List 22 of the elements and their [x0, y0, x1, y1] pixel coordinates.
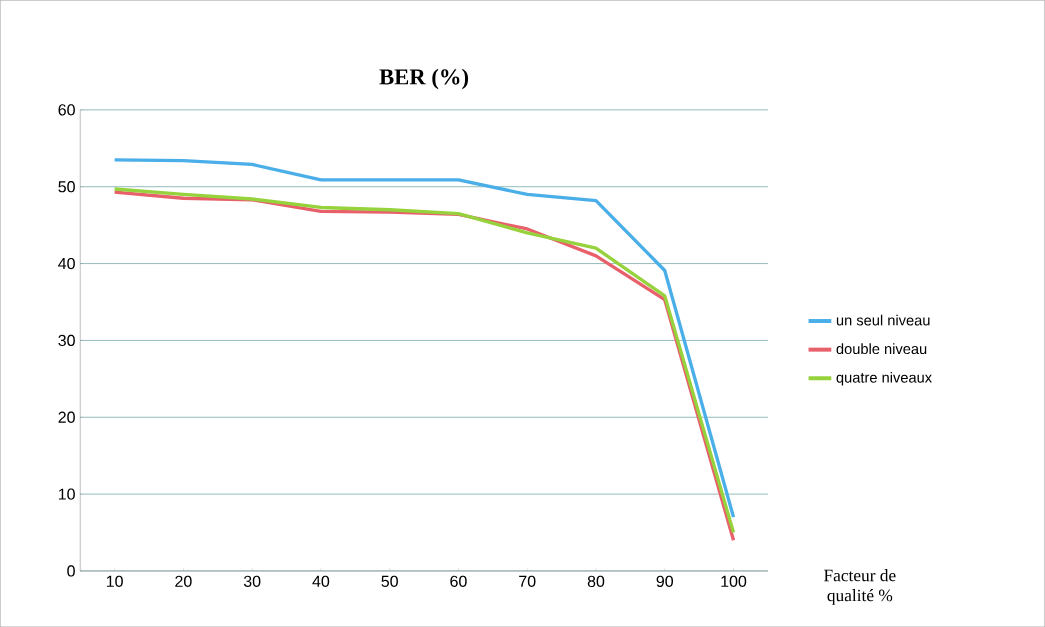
legend-label: double niveau	[836, 343, 927, 355]
x-tick-label: 40	[312, 575, 330, 587]
x-axis-title: Facteur de qualité %	[824, 569, 896, 605]
chart-title: BER (%)	[379, 68, 469, 90]
x-tick-label: 50	[381, 575, 398, 587]
x-tick-label: 20	[175, 575, 192, 587]
y-tick-label: 10	[58, 488, 75, 500]
x-tick-label: 60	[450, 575, 467, 587]
y-tick-label: 50	[58, 180, 75, 193]
legend-label: quatre niveaux	[836, 371, 932, 386]
x-tick-label: 80	[587, 575, 605, 587]
x-tick-label: 30	[243, 575, 261, 587]
y-tick-label: 60	[58, 104, 75, 116]
y-tick-label: 20	[58, 411, 75, 423]
legend-label: un seul niveau	[836, 314, 930, 326]
x-tick-label: 10	[106, 575, 123, 587]
y-tick-label: 0	[67, 565, 75, 577]
y-tick-label: 30	[58, 334, 75, 346]
x-tick-label: 100	[721, 575, 747, 587]
x-tick-label: 90	[656, 575, 674, 587]
y-tick-label: 40	[58, 257, 75, 270]
x-tick-label: 70	[519, 575, 536, 587]
